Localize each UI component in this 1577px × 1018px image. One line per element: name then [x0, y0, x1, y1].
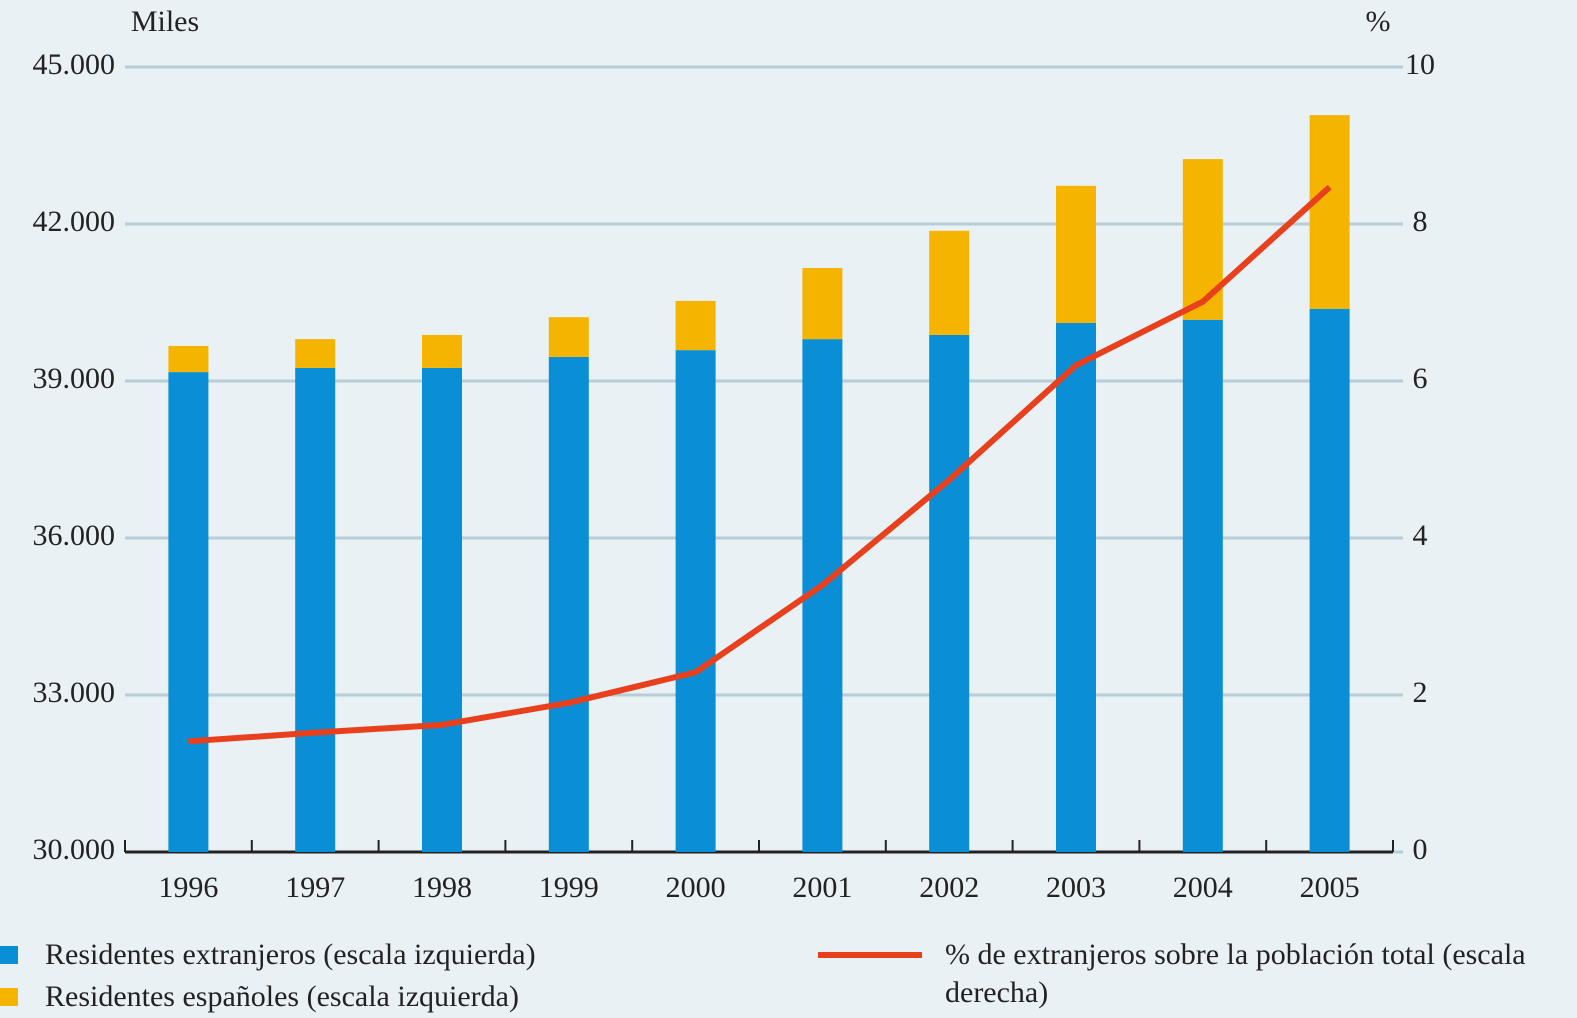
x-tick-label: 1998 [412, 871, 472, 904]
y-tick-label: 30.000 [33, 833, 116, 866]
y2-tick-label: 2 [1413, 676, 1428, 709]
x-tick-label: 2005 [1300, 871, 1360, 904]
x-tick-label: 2001 [792, 871, 852, 904]
y-tick-label: 42.000 [33, 205, 116, 238]
y-axis-label: Miles [131, 5, 199, 38]
legend-label: Residentes españoles (escala izquierda) [45, 980, 519, 1013]
x-tick-label: 2000 [666, 871, 726, 904]
line [188, 184, 1332, 745]
y-tick-label: 45.000 [33, 48, 116, 81]
bar [548, 356, 589, 852]
bar [1182, 159, 1223, 320]
bar [1056, 185, 1096, 323]
y2-tick-label: 0 [1413, 833, 1428, 866]
legend-swatch [0, 988, 18, 1006]
x-tick-label: 1999 [539, 871, 599, 904]
y2-tick-label: 4 [1413, 519, 1428, 552]
y2-tick-label: 6 [1413, 362, 1428, 395]
x-tick-label: 1996 [158, 871, 218, 904]
bar [548, 317, 589, 357]
bar [1309, 115, 1350, 309]
x-tick-label: 2002 [919, 871, 979, 904]
y-tick-label: 39.000 [33, 362, 116, 395]
bar [929, 334, 970, 852]
bar [168, 372, 209, 852]
bar [929, 230, 970, 335]
bar [422, 367, 462, 852]
x-tick-label: 2004 [1173, 871, 1233, 904]
bar [802, 267, 843, 340]
bar [295, 339, 336, 368]
y-tick-label: 33.000 [33, 676, 116, 709]
x-tick-label: 2003 [1046, 871, 1106, 904]
y2-axis-label: % [1366, 5, 1391, 38]
y2-tick-label: 10 [1405, 48, 1435, 81]
bar [168, 345, 209, 373]
bar [1182, 319, 1223, 852]
bar [675, 350, 716, 852]
x-tick-label: 1997 [285, 871, 345, 904]
bar [1056, 322, 1096, 852]
y2-tick-label: 8 [1413, 205, 1428, 238]
bar [675, 300, 716, 351]
y-tick-label: 36.000 [33, 519, 116, 552]
bar [1309, 308, 1350, 852]
legend-swatch [0, 946, 18, 964]
legend-label: % de extranjeros sobre la población tota… [945, 938, 1526, 1009]
legend-label: Residentes extranjeros (escala izquierda… [45, 938, 536, 971]
bar [422, 334, 462, 368]
bar [295, 367, 336, 852]
